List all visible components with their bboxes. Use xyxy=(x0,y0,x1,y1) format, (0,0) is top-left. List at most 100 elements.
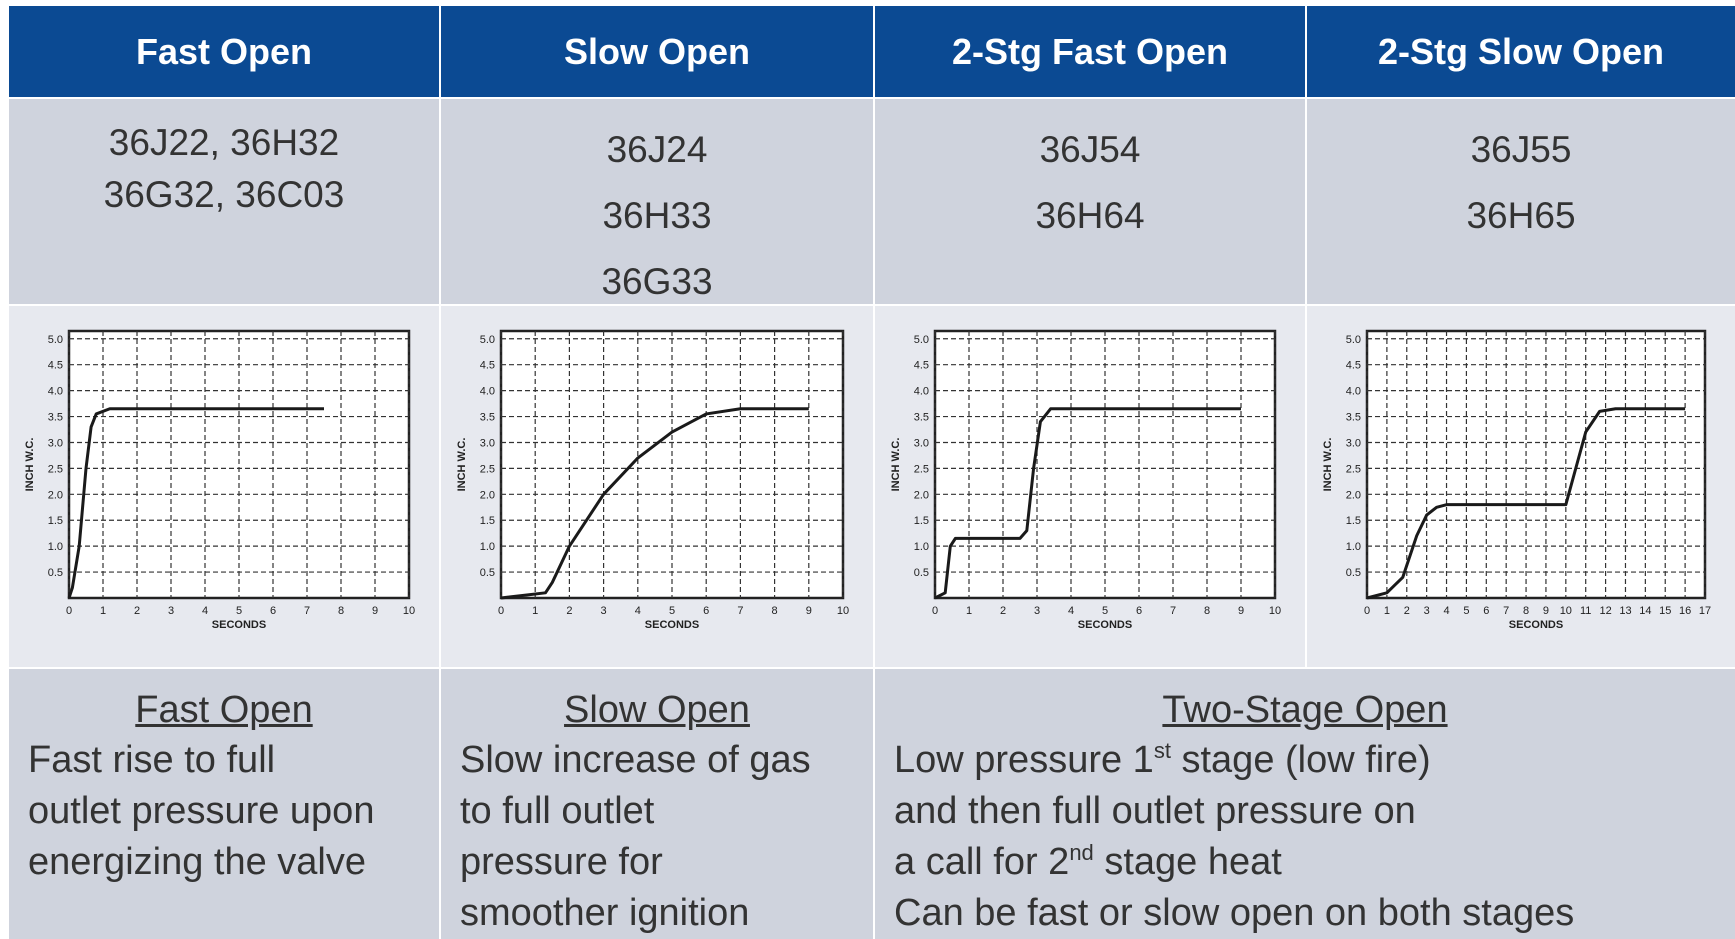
description-line: Slow increase of gas xyxy=(460,735,873,786)
x-tick-label: 10 xyxy=(1269,605,1281,617)
model-number: 36H33 xyxy=(602,195,712,236)
y-tick-label: 3.5 xyxy=(1346,412,1361,424)
y-tick-label: 1.5 xyxy=(914,515,929,527)
description-line: smoother ignition xyxy=(460,888,873,939)
y-tick-label: 5.0 xyxy=(914,334,929,346)
y-tick-label: 4.5 xyxy=(1346,360,1361,372)
y-tick-label: 5.0 xyxy=(1346,334,1361,346)
text-run: energizing the valve xyxy=(28,841,366,883)
description-title: Slow Open xyxy=(564,689,750,731)
description-title: Two-Stage Open xyxy=(1162,689,1448,731)
header-cell: 2-Stg Slow Open xyxy=(1307,6,1735,97)
x-tick-label: 1 xyxy=(100,605,106,617)
description-line: energizing the valve xyxy=(28,837,439,888)
text-run: Slow increase of gas xyxy=(460,739,811,781)
x-tick-label: 12 xyxy=(1599,605,1611,617)
description-line: Can be fast or slow open on both stages xyxy=(894,888,1735,939)
y-tick-label: 2.5 xyxy=(1346,463,1361,475)
y-tick-label: 3.5 xyxy=(914,412,929,424)
y-tick-label: 2.0 xyxy=(48,489,63,501)
plot-area xyxy=(1365,329,1707,600)
x-tick-label: 9 xyxy=(372,605,378,617)
line xyxy=(500,407,809,600)
x-tick-label: 6 xyxy=(1483,605,1489,617)
x-tick-label: 4 xyxy=(1068,605,1074,617)
model-number: 36J22, 36H32 xyxy=(108,122,340,163)
y-tick-label: 1.0 xyxy=(1346,541,1361,553)
y-tick-label: 5.0 xyxy=(48,334,63,346)
y-tick-label: 1.5 xyxy=(1346,515,1361,527)
x-tick-label: 15 xyxy=(1659,605,1671,617)
y-tick-label: 3.0 xyxy=(1346,437,1361,449)
x-axis-label: SECONDS xyxy=(1509,619,1563,631)
x-tick-label: 2 xyxy=(1000,605,1006,617)
chart-cell: 0.5 1.0 1.5 2.0 2.5 3.0 3.5 4.0 4.5 5.0 0 1 2 3 4 5 6 7 8 9… xyxy=(875,306,1305,667)
models-cell: 36J22, 36H32 36G32, 36C03 xyxy=(9,99,439,304)
x-tick-label: 13 xyxy=(1619,605,1631,617)
text-run: Can be fast or slow open on both stages xyxy=(894,892,1575,934)
y-tick-label: 3.0 xyxy=(480,437,495,449)
text-run: smoother ignition xyxy=(460,892,750,934)
x-tick-label: 0 xyxy=(1364,605,1370,617)
x-tick-label: 6 xyxy=(1136,605,1142,617)
text-run: a call for 2 xyxy=(894,841,1070,883)
y-tick-label: 3.0 xyxy=(48,437,63,449)
model-number: 36H65 xyxy=(1466,195,1576,236)
line xyxy=(1366,407,1686,600)
x-tick-label: 17 xyxy=(1699,605,1711,617)
text-run: stage (low fire) xyxy=(1170,739,1431,781)
y-tick-label: 4.5 xyxy=(480,360,495,372)
x-tick-label: 8 xyxy=(338,605,344,617)
x-tick-label: 6 xyxy=(703,605,709,617)
model-number: 36H64 xyxy=(1035,195,1145,236)
x-tick-label: 9 xyxy=(806,605,812,617)
header-cell: 2-Stg Fast Open xyxy=(875,6,1305,97)
description-line: Low pressure 1st stage (low fire) xyxy=(894,735,1735,786)
x-tick-label: 3 xyxy=(1424,605,1430,617)
y-tick-label: 0.5 xyxy=(914,567,929,579)
y-tick-label: 0.5 xyxy=(48,567,63,579)
x-tick-label: 7 xyxy=(737,605,743,617)
x-tick-label: 4 xyxy=(202,605,208,617)
description-line: a call for 2nd stage heat xyxy=(894,837,1735,888)
y-tick-label: 0.5 xyxy=(1346,567,1361,579)
text-run: to full outlet xyxy=(460,790,655,832)
x-tick-label: 2 xyxy=(566,605,572,617)
y-tick-label: 4.0 xyxy=(914,386,929,398)
y-tick-label: 1.5 xyxy=(480,515,495,527)
description-line: to full outlet xyxy=(460,786,873,837)
chart: 0.5 1.0 1.5 2.0 2.5 3.0 3.5 4.0 4.5 5.0 0 1 2 3 4 5 6 7 8 9… xyxy=(24,329,415,631)
chart-cell: 0.5 1.0 1.5 2.0 2.5 3.0 3.5 4.0 4.5 5.0 0 1 2 3 4 5 6 7 8 9… xyxy=(9,306,439,667)
x-tick-label: 9 xyxy=(1543,605,1549,617)
model-number: 36G33 xyxy=(601,261,713,302)
y-tick-label: 2.5 xyxy=(914,463,929,475)
text-run: Fast rise to full xyxy=(28,739,276,781)
text-run: stage heat xyxy=(1093,841,1282,883)
x-tick-label: 0 xyxy=(66,605,72,617)
x-tick-label: 5 xyxy=(236,605,242,617)
line xyxy=(934,407,1241,600)
y-tick-label: 3.5 xyxy=(48,412,63,424)
x-tick-label: 8 xyxy=(772,605,778,617)
models-cell: 36J24 36H33 36G33 xyxy=(441,99,873,304)
y-tick-label: 3.0 xyxy=(914,437,929,449)
x-tick-label: 1 xyxy=(1384,605,1390,617)
x-tick-label: 9 xyxy=(1238,605,1244,617)
y-tick-label: 2.0 xyxy=(914,489,929,501)
y-tick-label: 2.5 xyxy=(480,463,495,475)
description-line: and then full outlet pressure on xyxy=(894,786,1735,837)
x-tick-label: 10 xyxy=(403,605,415,617)
x-tick-label: 0 xyxy=(932,605,938,617)
description-line: outlet pressure upon xyxy=(28,786,439,837)
y-tick-label: 4.5 xyxy=(48,360,63,372)
chart: 0.5 1.0 1.5 2.0 2.5 3.0 3.5 4.0 4.5 5.0 0 1 2 3 4 5 6 7 8 9… xyxy=(456,329,849,631)
y-tick-label: 4.0 xyxy=(1346,386,1361,398)
text-run: outlet pressure upon xyxy=(28,790,375,832)
x-tick-label: 1 xyxy=(532,605,538,617)
x-tick-label: 3 xyxy=(1034,605,1040,617)
description-cell: Slow Open Slow increase of gas to full out… xyxy=(441,669,873,939)
line xyxy=(67,407,324,599)
x-tick-label: 7 xyxy=(304,605,310,617)
model-number: 36J24 xyxy=(606,129,708,170)
